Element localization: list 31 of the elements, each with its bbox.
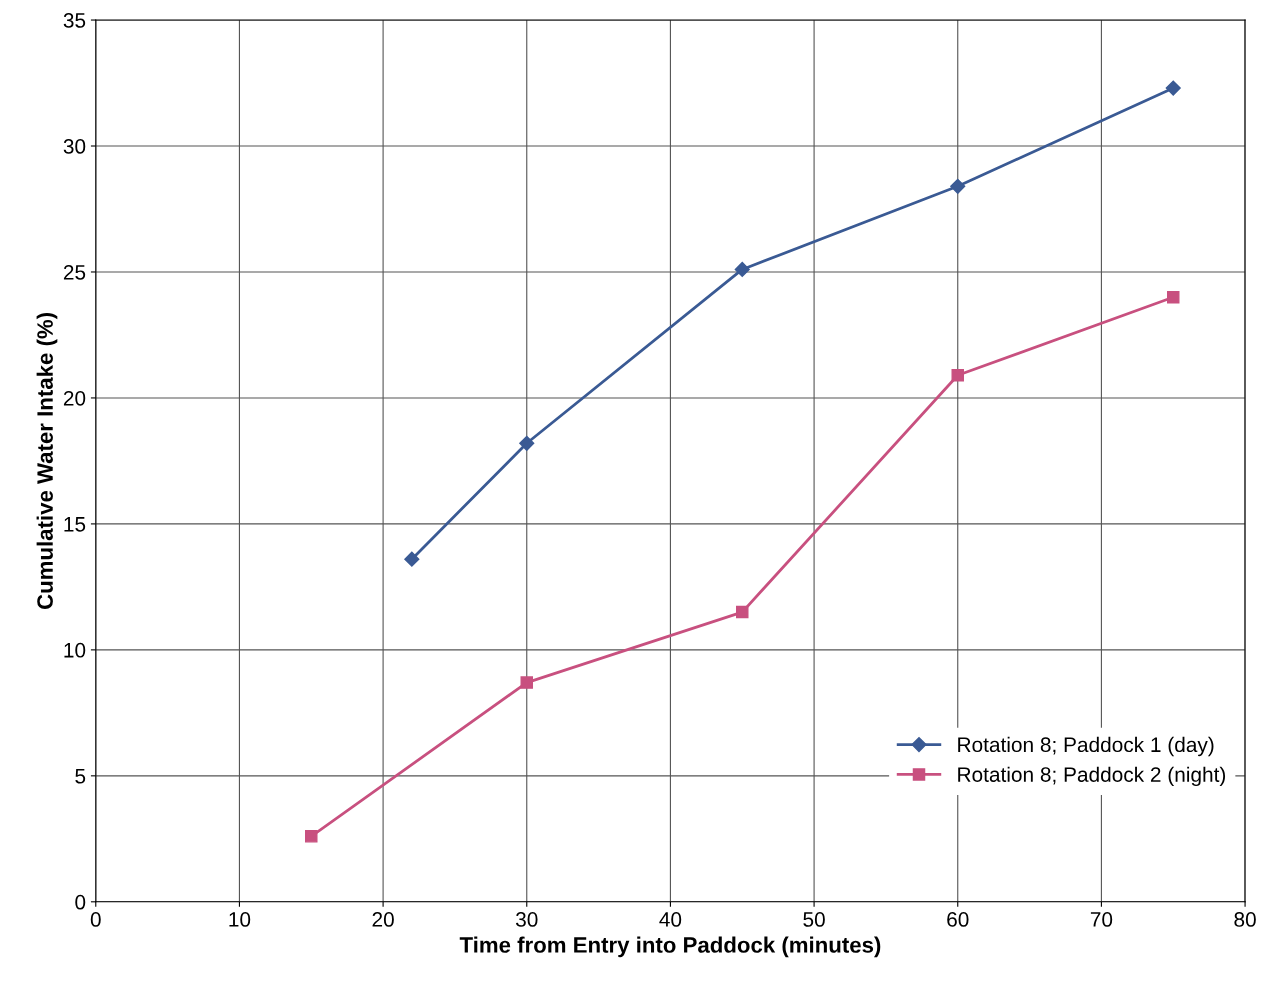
point <box>1165 80 1181 96</box>
x-axis-title: Time from Entry into Paddock (minutes) <box>459 936 881 958</box>
y-tick-label: 5 <box>75 769 86 784</box>
y-tick-label: 35 <box>63 13 86 28</box>
y-axis-title: Cumulative Water Intake (%) <box>36 313 58 609</box>
point <box>519 435 535 451</box>
x-tick-label: 40 <box>659 912 682 927</box>
x-tick-label: 20 <box>372 912 394 927</box>
y-tick-label: 20 <box>63 390 86 406</box>
y-tick-label: 30 <box>63 139 86 154</box>
x-tick-label: 10 <box>229 912 251 927</box>
point <box>951 369 965 382</box>
x-tick-label: 60 <box>947 912 969 927</box>
x-tick-label: 70 <box>1090 912 1113 927</box>
y-tick-label: 10 <box>64 642 86 658</box>
x-tick-label: 50 <box>803 912 825 927</box>
point <box>1166 290 1180 304</box>
point <box>404 551 420 567</box>
legend-label: Rotation 8; Paddock 1 (day) <box>958 736 1214 757</box>
y-tick-label: 25 <box>63 264 86 280</box>
point <box>305 830 318 843</box>
y-tick-label: 0 <box>75 894 86 910</box>
x-tick-label: 30 <box>515 912 538 927</box>
y-tick-label: 15 <box>64 517 86 532</box>
point <box>736 605 749 619</box>
point <box>950 178 966 194</box>
x-tick-label: 0 <box>90 912 101 927</box>
point <box>734 261 750 278</box>
legend-label: Rotation 8; Paddock 2 (night) <box>958 766 1226 787</box>
point <box>520 676 534 689</box>
x-tick-label: 80 <box>1234 912 1256 927</box>
